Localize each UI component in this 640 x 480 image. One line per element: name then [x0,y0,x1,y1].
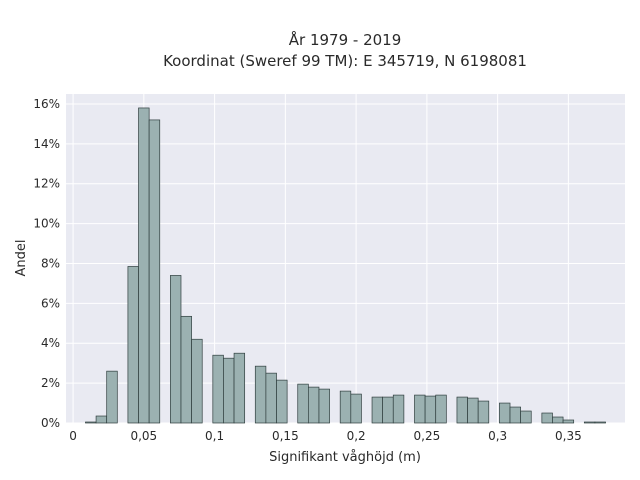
histogram-bar [339,390,352,424]
histogram-bar [499,402,511,424]
histogram-bar [265,372,277,424]
histogram-bar [562,419,575,424]
x-tick-label: 0,2 [347,429,366,443]
histogram-bar [435,394,447,424]
histogram-bar [371,396,383,424]
y-axis-ticks: 0% 2% 4% 6% 8% 10% 12% 14% 16% [33,97,60,430]
histogram-bar [138,107,150,424]
histogram-bar [212,354,224,424]
histogram-bar [191,338,203,424]
y-tick-label: 12% [33,177,60,191]
x-tick-label: 0,15 [272,429,299,443]
x-tick-label: 0 [69,429,77,443]
histogram-bar [297,383,309,424]
histogram-bar [127,266,139,424]
histogram-bar [95,415,108,424]
histogram-bar [350,393,362,424]
x-tick-label: 0,35 [555,429,582,443]
histogram-bar [477,400,490,424]
x-tick-label: 0,25 [414,429,441,443]
histogram-bar [414,394,426,424]
histogram-bar [276,379,288,424]
histogram-bar [392,394,405,424]
x-tick-label: 0,05 [130,429,157,443]
histogram-bar [233,352,246,424]
x-tick-label: 0,3 [488,429,507,443]
histogram-bar [170,275,182,424]
histogram-bar [254,365,267,424]
histogram-bar [541,412,553,424]
chart-title-line-2: Koordinat (Sweref 99 TM): E 345719, N 61… [163,52,527,70]
x-axis-label: Signifikant våghöjd (m) [269,450,421,465]
histogram-bar [308,386,320,424]
histogram-bar [583,421,596,424]
y-tick-label: 6% [41,296,60,310]
histogram-bar [85,421,97,424]
chart-title-line-1: År 1979 - 2019 [289,30,402,49]
histogram-bar [318,388,330,424]
histogram-bar [552,416,564,424]
histogram-bar [223,357,235,424]
x-tick-label: 0,1 [205,429,224,443]
histogram-bar [594,421,606,424]
histogram-bar [456,396,468,424]
y-tick-label: 2% [41,376,60,390]
histogram-bar [148,119,161,424]
histogram-bar [520,410,532,424]
y-tick-label: 0% [41,416,60,430]
y-tick-label: 8% [41,256,60,270]
y-tick-label: 10% [33,217,60,231]
histogram-bar [424,395,437,424]
histogram-bar [467,397,479,424]
x-axis-ticks: 0 0,05 0,1 0,15 0,2 0,25 0,3 0,35 [69,429,581,443]
histogram-bar [180,315,192,424]
histogram-bar [382,396,394,424]
bars [85,107,606,424]
y-tick-label: 4% [41,336,60,350]
histogram-bar [106,370,118,424]
y-tick-label: 16% [33,97,60,111]
y-tick-label: 14% [33,137,60,151]
y-axis-label: Andel [14,240,29,277]
histogram-bar [509,406,521,424]
